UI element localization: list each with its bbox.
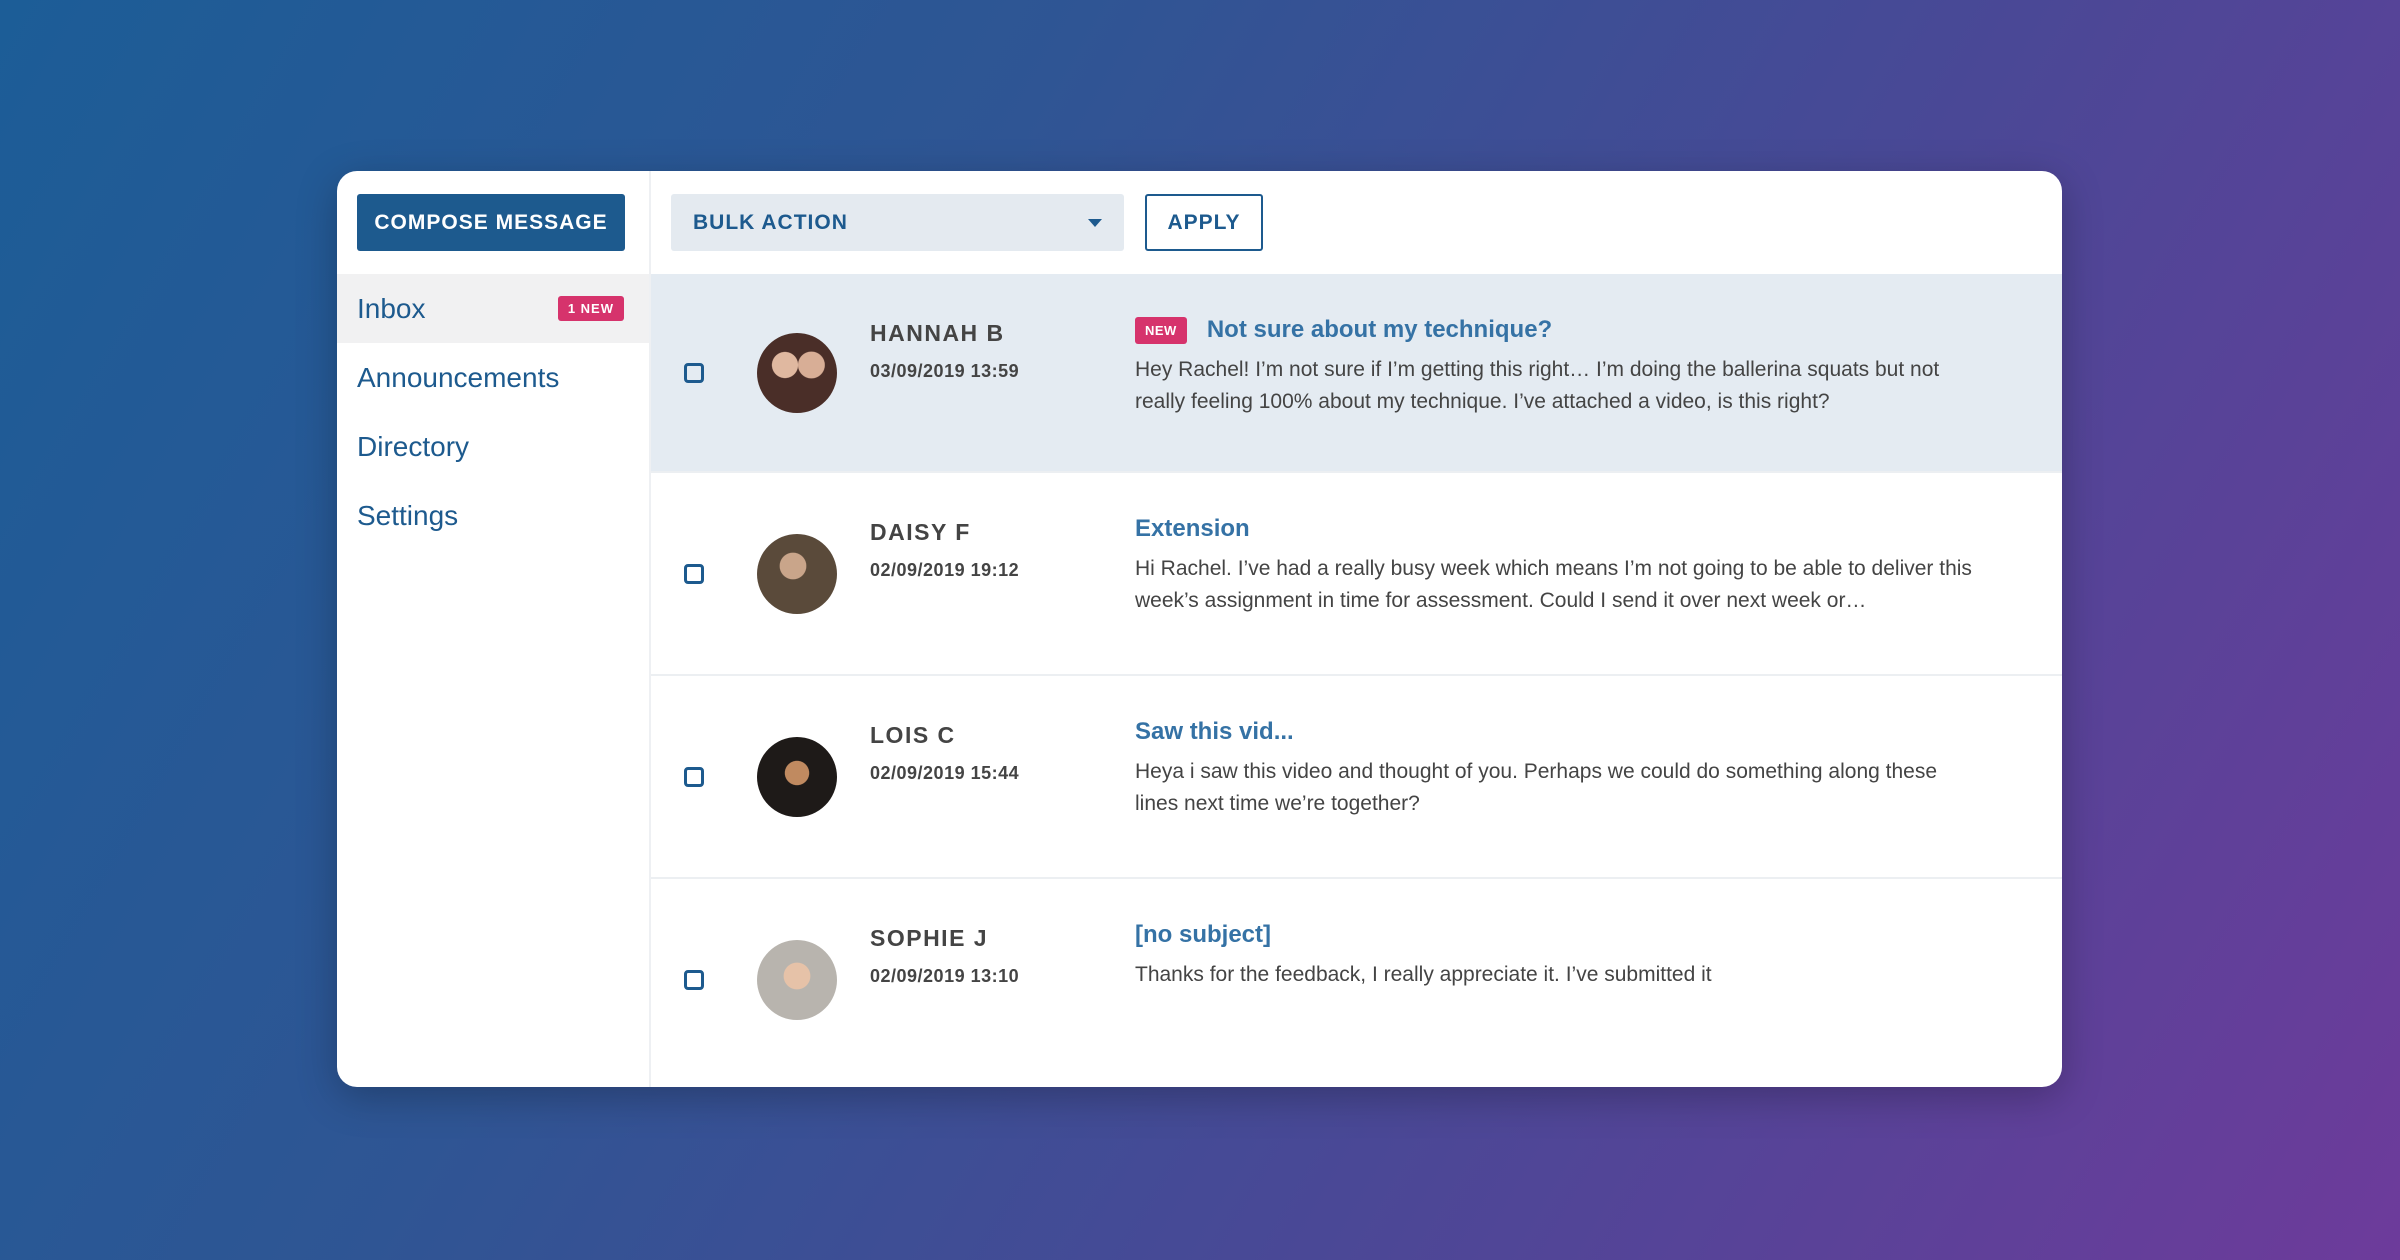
message-date: 02/09/2019 13:10 bbox=[870, 966, 1020, 986]
apply-button[interactable]: APPLY bbox=[1145, 194, 1263, 251]
bulk-action-select[interactable]: BULK ACTION bbox=[671, 194, 1124, 251]
message-preview: Hey Rachel! I’m not sure if I’m getting … bbox=[1135, 358, 1940, 413]
avatar bbox=[757, 939, 837, 1020]
compose-message-button[interactable]: COMPOSE MESSAGE bbox=[357, 194, 625, 251]
new-count-badge: 1 NEW bbox=[557, 296, 624, 321]
message-row[interactable]: SOPHIE J 02/09/2019 13:10 [no subject] Tha… bbox=[651, 877, 2062, 1080]
sidebar-item-label: Settings bbox=[357, 499, 459, 531]
message-preview: Heya i saw this video and thought of you… bbox=[1135, 760, 1938, 815]
sidebar-item-inbox[interactable]: Inbox 1 NEW bbox=[337, 274, 649, 343]
message-row[interactable]: HANNAH B 03/09/2019 13:59 NEW Not sure abo… bbox=[651, 274, 2062, 471]
message-preview: Thanks for the feedback, I really apprec… bbox=[1135, 963, 1712, 986]
avatar bbox=[757, 736, 837, 817]
select-checkbox[interactable] bbox=[684, 766, 704, 787]
message-date: 03/09/2019 13:59 bbox=[870, 361, 1020, 381]
message-subject[interactable]: Not sure about my technique? bbox=[1206, 316, 1553, 343]
avatar bbox=[757, 332, 837, 413]
message-row[interactable]: DAISY F 02/09/2019 19:12 Extension Hi Rach… bbox=[651, 471, 2062, 674]
sender-name: LOIS C bbox=[870, 722, 956, 748]
sidebar: COMPOSE MESSAGE Inbox 1 NEW Announcements… bbox=[337, 171, 651, 1087]
new-badge: NEW bbox=[1135, 316, 1187, 344]
select-checkbox[interactable] bbox=[684, 563, 704, 584]
sidebar-item-label: Announcements bbox=[357, 361, 560, 393]
caret-down-icon bbox=[1088, 218, 1102, 227]
message-date: 02/09/2019 15:44 bbox=[870, 763, 1020, 783]
sidebar-item-announcements[interactable]: Announcements bbox=[337, 343, 649, 412]
message-subject[interactable]: [no subject] bbox=[1135, 921, 1271, 948]
avatar bbox=[757, 533, 837, 614]
select-checkbox[interactable] bbox=[684, 362, 704, 383]
bulk-action-label: BULK ACTION bbox=[693, 210, 848, 234]
select-checkbox[interactable] bbox=[684, 969, 704, 990]
sender-name: DAISY F bbox=[870, 519, 971, 545]
messages-panel: COMPOSE MESSAGE Inbox 1 NEW Announcements… bbox=[337, 171, 2062, 1087]
sidebar-item-settings[interactable]: Settings bbox=[337, 481, 649, 550]
message-row[interactable]: LOIS C 02/09/2019 15:44 Saw this vid... He… bbox=[651, 674, 2062, 877]
message-subject[interactable]: Saw this vid... bbox=[1135, 718, 1294, 745]
sidebar-item-label: Inbox bbox=[357, 292, 426, 324]
message-list-area: BULK ACTION APPLY HANNAH B 03/09/2019 13:… bbox=[651, 171, 2062, 1087]
sender-name: SOPHIE J bbox=[870, 925, 989, 951]
sender-name: HANNAH B bbox=[870, 320, 1005, 346]
toolbar: BULK ACTION APPLY bbox=[651, 171, 2062, 274]
message-date: 02/09/2019 19:12 bbox=[870, 560, 1020, 580]
message-preview: Hi Rachel. I’ve had a really busy week w… bbox=[1135, 557, 1972, 612]
sidebar-item-label: Directory bbox=[357, 430, 470, 462]
sidebar-item-directory[interactable]: Directory bbox=[337, 412, 649, 481]
message-subject[interactable]: Extension bbox=[1135, 515, 1250, 542]
